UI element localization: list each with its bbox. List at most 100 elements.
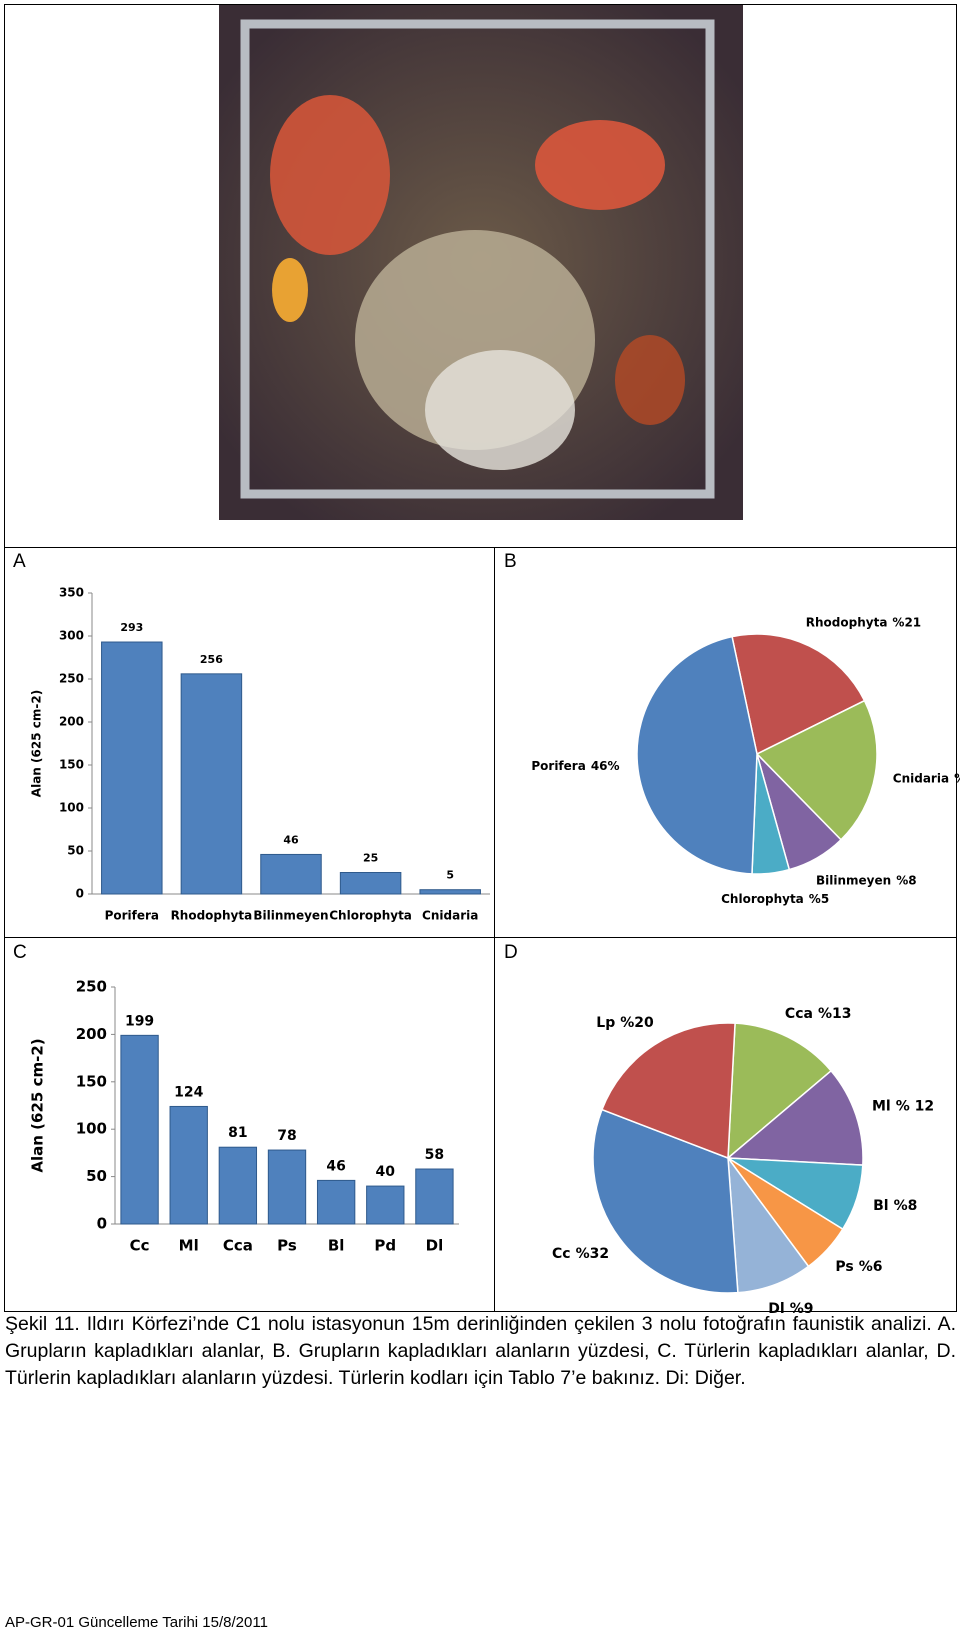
y-tick-label: 0 xyxy=(97,1215,107,1233)
y-axis-label: Alan (625 cm-2) xyxy=(29,1038,47,1172)
y-tick-label: 200 xyxy=(59,715,84,729)
value-label: 46% xyxy=(591,759,620,773)
bar xyxy=(101,641,163,895)
data-label: 58 xyxy=(425,1147,444,1163)
y-tick-label: 50 xyxy=(67,844,84,858)
pie-slice xyxy=(726,1069,864,1166)
slice-label: Ps %6 xyxy=(835,1259,882,1275)
data-label: 40 xyxy=(376,1164,396,1180)
y-axis-label: Alan (625 cm-2) xyxy=(30,690,44,797)
category: Cca xyxy=(785,1006,813,1022)
value-label: %8 xyxy=(896,873,916,887)
y-tick-label: 200 xyxy=(76,1025,107,1043)
bar xyxy=(316,1179,356,1225)
data-label: 78 xyxy=(277,1128,296,1144)
x-tick-label: Porifera xyxy=(105,909,159,923)
pie-slice xyxy=(592,1108,739,1294)
panel-label: D xyxy=(504,942,518,963)
category: Cnidaria xyxy=(893,771,949,785)
pie-slice xyxy=(755,699,878,841)
value-label: %20 xyxy=(954,771,960,785)
x-tick-label: Bilinmeyen xyxy=(253,909,328,923)
data-label: 5 xyxy=(446,869,454,882)
value-label: %21 xyxy=(892,615,921,629)
y-tick-label: 100 xyxy=(59,801,84,815)
panel-grid xyxy=(4,4,957,1312)
bar xyxy=(120,1034,159,1225)
slice-label: Dl %9 xyxy=(768,1301,813,1314)
bar xyxy=(419,889,481,895)
category: Porifera xyxy=(531,759,585,773)
photo xyxy=(219,4,743,520)
value-label: %6 xyxy=(859,1259,883,1275)
panel-label: B xyxy=(504,551,517,572)
bar xyxy=(366,1185,405,1225)
x-tick-label: Cnidaria xyxy=(422,909,478,923)
y-tick-label: 250 xyxy=(59,672,84,686)
x-tick-label: Pd xyxy=(374,1237,396,1255)
data-label: 25 xyxy=(363,852,378,865)
data-label: 81 xyxy=(228,1125,247,1141)
pie-slice xyxy=(636,635,758,875)
slice-label: Cc %32 xyxy=(552,1246,609,1262)
slice-label: Lp %20 xyxy=(596,1015,654,1031)
pie-slice xyxy=(600,1022,736,1160)
slice-label: Cnidaria %20 xyxy=(893,771,960,785)
slice-label: Porifera 46% xyxy=(531,759,619,773)
category: Dl xyxy=(768,1301,784,1314)
value-label: %8 xyxy=(894,1198,918,1214)
y-tick-label: 0 xyxy=(76,887,84,901)
category: Rhodophyta xyxy=(806,615,888,629)
x-tick-label: Cc xyxy=(130,1237,150,1255)
slice-label: Ml % 12 xyxy=(872,1099,934,1115)
value-label: % 12 xyxy=(896,1099,934,1115)
y-tick-label: 100 xyxy=(76,1120,107,1138)
panel-label: A xyxy=(13,551,26,572)
x-tick-label: Ps xyxy=(277,1237,297,1255)
category: Bl xyxy=(873,1198,888,1214)
panel-label: C xyxy=(13,942,27,963)
y-tick-label: 150 xyxy=(59,758,84,772)
y-tick-label: 250 xyxy=(76,978,107,996)
y-tick-label: 300 xyxy=(59,629,84,643)
caption: Şekil 11. Ildırı Körfezi’nde C1 nolu ist… xyxy=(5,1313,956,1389)
data-label: 199 xyxy=(125,1013,154,1029)
x-tick-label: Rhodophyta xyxy=(171,909,253,923)
category: Ml xyxy=(872,1099,891,1115)
y-tick-label: 150 xyxy=(76,1072,107,1090)
value-label: %9 xyxy=(790,1301,814,1314)
value-label: %13 xyxy=(818,1006,852,1022)
slice-label: Cca %13 xyxy=(785,1006,852,1022)
x-tick-label: Ml xyxy=(179,1237,199,1255)
slice-label: Chlorophyta %5 xyxy=(721,892,829,906)
y-tick-label: 50 xyxy=(86,1167,107,1185)
bar xyxy=(267,1149,307,1225)
category: Ps xyxy=(835,1259,853,1275)
x-tick-label: Cca xyxy=(223,1237,253,1255)
data-label: 256 xyxy=(200,653,223,666)
category: Chlorophyta xyxy=(721,892,804,906)
data-label: 46 xyxy=(326,1158,345,1174)
data-label: 293 xyxy=(120,621,143,634)
value-label: %5 xyxy=(809,892,829,906)
pie-slice xyxy=(731,633,866,756)
x-tick-label: Dl xyxy=(426,1237,444,1255)
data-label: 46 xyxy=(283,833,299,846)
bar xyxy=(415,1168,454,1225)
bar xyxy=(169,1105,208,1225)
value-label: %20 xyxy=(620,1015,654,1031)
slice-label: Bilinmeyen %8 xyxy=(816,873,917,887)
category: Lp xyxy=(596,1015,615,1031)
bar xyxy=(339,872,402,895)
data-label: 124 xyxy=(174,1084,203,1100)
bar xyxy=(260,853,322,895)
category: Cc xyxy=(552,1246,571,1262)
x-tick-label: Bl xyxy=(328,1237,345,1255)
footer: AP-GR-01 Güncelleme Tarihi 15/8/2011 xyxy=(5,1614,268,1631)
slice-label: Bl %8 xyxy=(873,1198,917,1214)
bar xyxy=(218,1146,258,1225)
y-tick-label: 350 xyxy=(59,586,84,600)
bar xyxy=(180,673,243,895)
